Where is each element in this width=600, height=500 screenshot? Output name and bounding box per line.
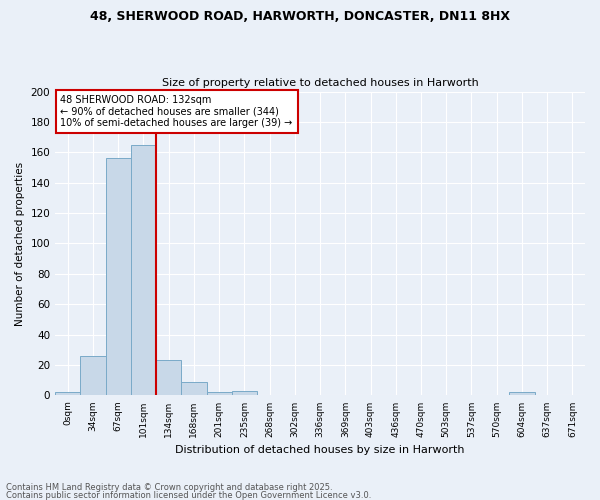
Bar: [80, 356, 106, 396]
Text: 48 SHERWOOD ROAD: 132sqm
← 90% of detached houses are smaller (344)
10% of semi-: 48 SHERWOOD ROAD: 132sqm ← 90% of detach…: [61, 94, 293, 128]
Text: Contains HM Land Registry data © Crown copyright and database right 2025.: Contains HM Land Registry data © Crown c…: [6, 484, 332, 492]
X-axis label: Distribution of detached houses by size in Harworth: Distribution of detached houses by size …: [175, 445, 465, 455]
Bar: [156, 360, 181, 396]
Bar: [55, 392, 80, 396]
Bar: [232, 391, 257, 396]
Bar: [509, 392, 535, 396]
Text: 48, SHERWOOD ROAD, HARWORTH, DONCASTER, DN11 8HX: 48, SHERWOOD ROAD, HARWORTH, DONCASTER, …: [90, 10, 510, 23]
Title: Size of property relative to detached houses in Harworth: Size of property relative to detached ho…: [162, 78, 478, 88]
Text: Contains public sector information licensed under the Open Government Licence v3: Contains public sector information licen…: [6, 490, 371, 500]
Bar: [131, 144, 156, 396]
Bar: [206, 392, 232, 396]
Y-axis label: Number of detached properties: Number of detached properties: [15, 162, 25, 326]
Bar: [181, 382, 206, 396]
Bar: [106, 158, 131, 396]
